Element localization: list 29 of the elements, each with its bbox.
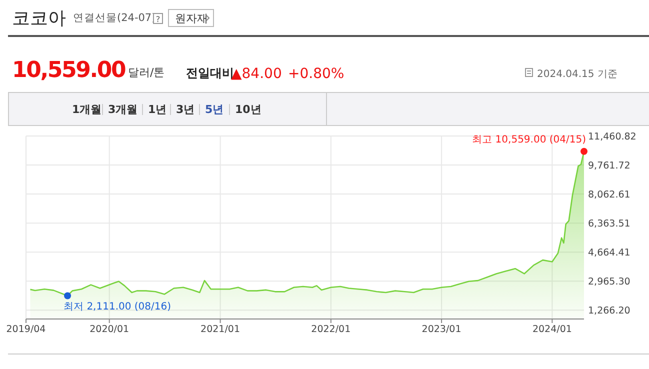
- chart-title: 코코아: [12, 8, 66, 29]
- text: 5년: [205, 103, 224, 116]
- text: 원자재: [175, 12, 208, 25]
- text: 3개월: [108, 103, 138, 116]
- chart-subtitle: 연결선물(24-07): [73, 12, 156, 24]
- text: 1개월: [72, 103, 102, 116]
- annotation: 최고 10,559.00 (04/15): [472, 134, 586, 146]
- x-tick-label: 2019/04: [6, 324, 46, 335]
- y-tick-label: 11,460.82: [588, 132, 636, 142]
- annotation: 최저 2,111.00 (08/16): [64, 302, 172, 313]
- x-tick-label: 2021/01: [200, 324, 240, 335]
- x-tick-label: 2024/01: [532, 324, 572, 335]
- x-tick-label: 2020/01: [90, 324, 130, 335]
- text: +0.80%: [288, 66, 344, 82]
- y-tick-label: 8,062.61: [588, 190, 630, 201]
- text: 2024.04.15 기준: [537, 69, 618, 80]
- text: 달러/톤: [128, 66, 165, 79]
- y-tick-label: 1,266.20: [588, 306, 630, 317]
- y-tick-label: 9,761.72: [588, 160, 630, 172]
- text: 1년: [148, 103, 167, 116]
- text: 10년: [235, 103, 262, 116]
- help-icon: ?: [153, 13, 163, 24]
- y-tick-label: 6,363.51: [588, 218, 630, 230]
- x-tick-label: 2022/01: [311, 324, 351, 335]
- text: 3년: [176, 103, 195, 116]
- y-tick-label: 2,965.30: [588, 276, 630, 288]
- text: 10,559.00: [12, 58, 126, 83]
- y-tick-label: 4,664.41: [588, 248, 630, 259]
- x-tick-label: 2023/01: [422, 324, 462, 335]
